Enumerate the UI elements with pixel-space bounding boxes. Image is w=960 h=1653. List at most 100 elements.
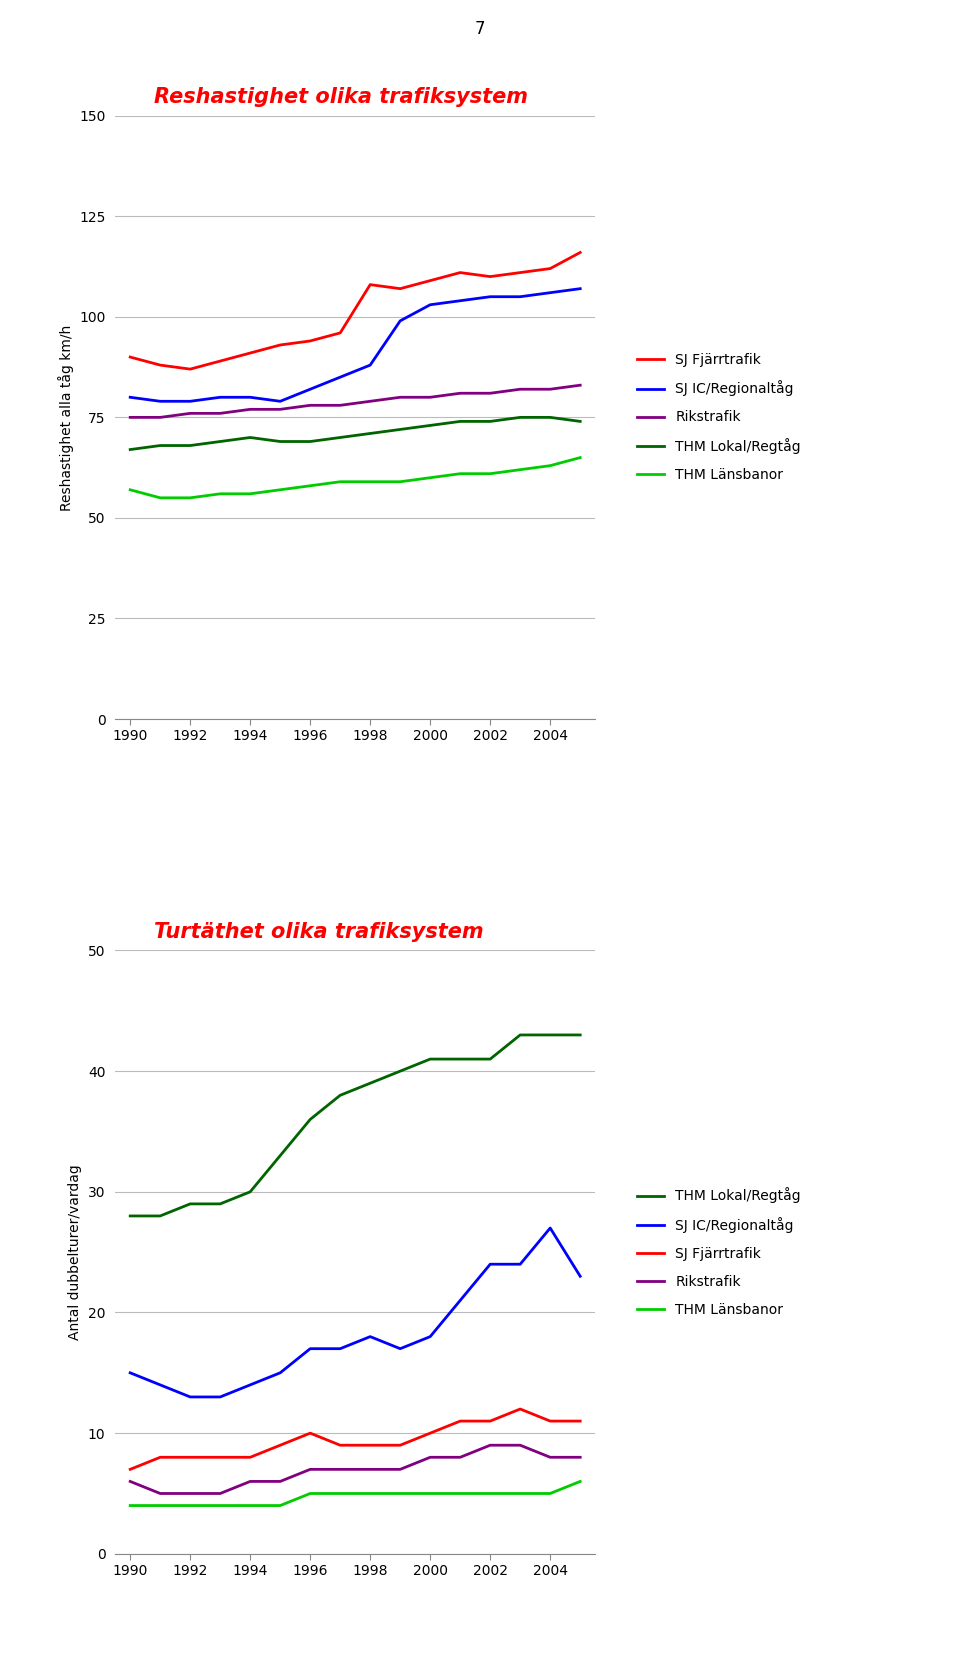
- THM Länsbanor: [214, 1496, 226, 1516]
- THM Lokal/Regtåg: [275, 431, 286, 451]
- SJ Fjärrtrafik: [214, 1448, 226, 1468]
- THM Lokal/Regtåg: [245, 428, 256, 448]
- THM Lokal/Regtåg: [214, 1193, 226, 1213]
- THM Lokal/Regtåg: [184, 1193, 196, 1213]
- SJ Fjärrtrafik: [275, 1435, 286, 1455]
- Rikstrafik: [485, 1435, 496, 1455]
- SJ Fjärrtrafik: [125, 1460, 136, 1479]
- SJ Fjärrtrafik: [454, 1412, 466, 1431]
- SJ Fjärrtrafik: [365, 274, 376, 294]
- THM Länsbanor: [184, 1496, 196, 1516]
- Rikstrafik: [334, 395, 346, 415]
- SJ IC/Regionaltåg: [454, 1291, 466, 1311]
- THM Lokal/Regtåg: [304, 431, 316, 451]
- THM Länsbanor: [275, 1496, 286, 1516]
- SJ IC/Regionaltåg: [574, 279, 586, 299]
- THM Länsbanor: [395, 1484, 406, 1504]
- Rikstrafik: [155, 407, 166, 426]
- Text: Turtäthet olika trafiksystem: Turtäthet olika trafiksystem: [154, 922, 483, 942]
- SJ IC/Regionaltåg: [544, 283, 556, 302]
- THM Lokal/Regtåg: [515, 1025, 526, 1045]
- THM Länsbanor: [485, 1484, 496, 1504]
- Line: THM Lokal/Regtåg: THM Lokal/Regtåg: [131, 1035, 580, 1217]
- SJ IC/Regionaltåg: [395, 1339, 406, 1359]
- THM Länsbanor: [574, 1471, 586, 1491]
- Rikstrafik: [275, 400, 286, 420]
- Rikstrafik: [214, 403, 226, 423]
- THM Länsbanor: [334, 471, 346, 491]
- Rikstrafik: [544, 1448, 556, 1468]
- Line: Rikstrafik: Rikstrafik: [131, 1445, 580, 1494]
- Line: THM Länsbanor: THM Länsbanor: [131, 458, 580, 498]
- THM Länsbanor: [454, 464, 466, 484]
- SJ IC/Regionaltåg: [485, 1255, 496, 1274]
- THM Lokal/Regtåg: [574, 412, 586, 431]
- SJ Fjärrtrafik: [155, 1448, 166, 1468]
- Rikstrafik: [515, 379, 526, 398]
- THM Lokal/Regtåg: [155, 1207, 166, 1227]
- SJ Fjärrtrafik: [245, 344, 256, 364]
- THM Länsbanor: [424, 1484, 436, 1504]
- Rikstrafik: [454, 383, 466, 403]
- Y-axis label: Reshastighet alla tåg km/h: Reshastighet alla tåg km/h: [58, 324, 74, 511]
- THM Länsbanor: [184, 488, 196, 507]
- THM Lokal/Regtåg: [184, 436, 196, 456]
- THM Länsbanor: [245, 484, 256, 504]
- SJ IC/Regionaltåg: [184, 1387, 196, 1407]
- Legend: THM Lokal/Regtåg, SJ IC/Regionaltåg, SJ Fjärrtrafik, Rikstrafik, THM Länsbanor: THM Lokal/Regtåg, SJ IC/Regionaltåg, SJ …: [631, 1182, 806, 1322]
- THM Länsbanor: [125, 479, 136, 499]
- SJ IC/Regionaltåg: [245, 387, 256, 407]
- THM Lokal/Regtåg: [334, 1086, 346, 1106]
- Rikstrafik: [184, 1484, 196, 1504]
- SJ IC/Regionaltåg: [155, 1375, 166, 1395]
- THM Lokal/Regtåg: [245, 1182, 256, 1202]
- THM Länsbanor: [395, 471, 406, 491]
- SJ Fjärrtrafik: [544, 258, 556, 278]
- SJ Fjärrtrafik: [214, 350, 226, 370]
- THM Länsbanor: [304, 476, 316, 496]
- THM Länsbanor: [424, 468, 436, 488]
- SJ Fjärrtrafik: [485, 1412, 496, 1431]
- Line: THM Länsbanor: THM Länsbanor: [131, 1481, 580, 1506]
- SJ IC/Regionaltåg: [304, 1339, 316, 1359]
- THM Lokal/Regtåg: [574, 1025, 586, 1045]
- THM Lokal/Regtåg: [515, 407, 526, 426]
- SJ Fjärrtrafik: [184, 359, 196, 379]
- THM Länsbanor: [304, 1484, 316, 1504]
- Rikstrafik: [544, 379, 556, 398]
- SJ IC/Regionaltåg: [304, 379, 316, 398]
- THM Länsbanor: [454, 1484, 466, 1504]
- Line: SJ Fjärrtrafik: SJ Fjärrtrafik: [131, 253, 580, 369]
- SJ IC/Regionaltåg: [424, 1327, 436, 1347]
- SJ IC/Regionaltåg: [515, 1255, 526, 1274]
- SJ Fjärrtrafik: [395, 279, 406, 299]
- SJ Fjärrtrafik: [574, 1412, 586, 1431]
- Rikstrafik: [245, 400, 256, 420]
- SJ Fjärrtrafik: [485, 266, 496, 286]
- Line: SJ Fjärrtrafik: SJ Fjärrtrafik: [131, 1408, 580, 1470]
- Rikstrafik: [485, 383, 496, 403]
- Rikstrafik: [395, 387, 406, 407]
- SJ IC/Regionaltåg: [275, 1362, 286, 1382]
- Rikstrafik: [424, 1448, 436, 1468]
- Rikstrafik: [155, 1484, 166, 1504]
- THM Lokal/Regtåg: [304, 1109, 316, 1129]
- SJ Fjärrtrafik: [304, 331, 316, 350]
- Rikstrafik: [275, 1471, 286, 1491]
- Rikstrafik: [245, 1471, 256, 1491]
- THM Lokal/Regtåg: [334, 428, 346, 448]
- THM Länsbanor: [544, 1484, 556, 1504]
- Rikstrafik: [334, 1460, 346, 1479]
- Rikstrafik: [574, 375, 586, 395]
- SJ Fjärrtrafik: [424, 271, 436, 291]
- SJ IC/Regionaltåg: [125, 1362, 136, 1382]
- THM Lokal/Regtåg: [454, 1050, 466, 1069]
- Rikstrafik: [184, 403, 196, 423]
- SJ IC/Regionaltåg: [334, 367, 346, 387]
- SJ Fjärrtrafik: [155, 355, 166, 375]
- SJ IC/Regionaltåg: [155, 392, 166, 412]
- THM Lokal/Regtåg: [485, 412, 496, 431]
- THM Lokal/Regtåg: [365, 1073, 376, 1093]
- Line: SJ IC/Regionaltåg: SJ IC/Regionaltåg: [131, 1228, 580, 1397]
- SJ IC/Regionaltåg: [574, 1266, 586, 1286]
